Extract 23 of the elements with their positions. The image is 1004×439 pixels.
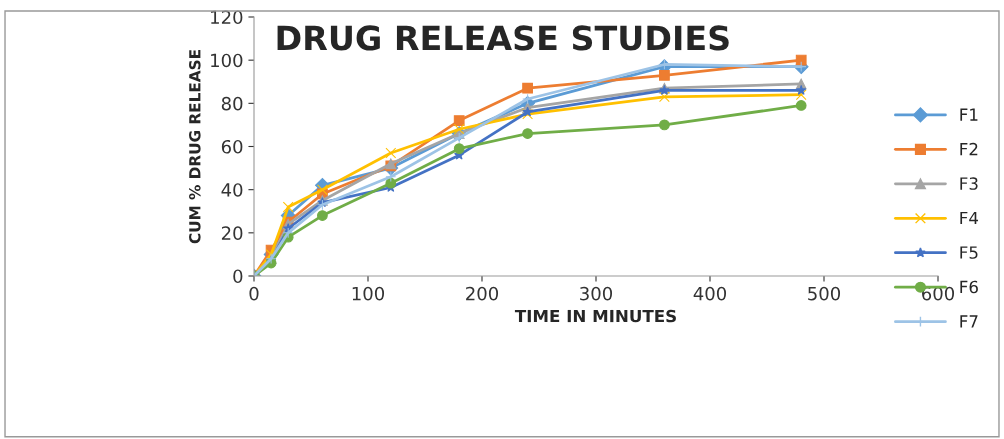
legend-label: F7: [960, 315, 978, 328]
x-tick-label: 300: [580, 286, 613, 301]
y-tick-label: 60: [221, 139, 243, 154]
legend-label: F4: [960, 211, 979, 225]
legend-label: F3: [960, 177, 978, 190]
x-tick-label: 500: [808, 286, 841, 301]
y-tick-label: 80: [221, 96, 243, 111]
chart-title: DRUG RELEASE STUDIES: [277, 25, 729, 51]
legend-label: F1: [960, 108, 978, 121]
legend-label: F2: [960, 142, 978, 156]
y-axis-title: CUM % DRUG RELEASE: [189, 50, 201, 244]
x-tick-label: 0: [249, 286, 259, 301]
x-tick-label: 200: [466, 286, 499, 301]
y-tick-label: 120: [211, 10, 243, 25]
y-tick-label: 100: [211, 53, 243, 68]
x-tick-label: 100: [352, 286, 385, 301]
x-axis-title: TIME IN MINUTES: [514, 309, 676, 323]
legend-label: F5: [960, 246, 978, 259]
y-tick-label: 0: [233, 269, 243, 284]
y-tick-label: 20: [221, 226, 243, 240]
y-tick-label: 40: [221, 183, 243, 197]
legend-label: F6: [960, 280, 978, 294]
x-tick-label: 400: [693, 286, 727, 301]
